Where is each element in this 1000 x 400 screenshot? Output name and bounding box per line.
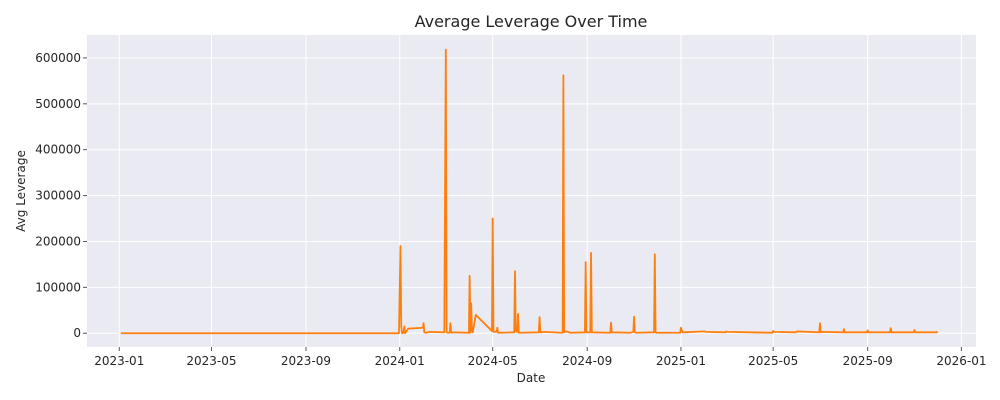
y-tick-label: 0 <box>73 326 81 340</box>
y-tick-label: 300000 <box>35 189 81 203</box>
x-tick-label: 2023-09 <box>281 354 331 368</box>
x-tick-label: 2023-05 <box>186 354 236 368</box>
x-tick-label: 2024-05 <box>468 354 518 368</box>
x-tick-label: 2024-01 <box>375 354 425 368</box>
x-axis-ticks: 2023-01 2023-05 2023-09 2024-01 2024-05 2024-… <box>94 347 986 368</box>
series-line-0 <box>120 48 939 335</box>
y-tick-label: 400000 <box>35 143 81 157</box>
y-tick-label: 500000 <box>35 97 81 111</box>
plot-background <box>87 35 976 347</box>
x-tick-label: 2025-05 <box>748 354 798 368</box>
series-group <box>120 48 939 335</box>
x-axis-label: Date <box>517 371 546 385</box>
chart-title: Average Leverage Over Time <box>415 12 648 31</box>
x-tick-label: 2023-01 <box>94 354 144 368</box>
x-tick-label: 2024-09 <box>562 354 612 368</box>
y-axis-ticks: 0 100000 200000 300000 400000 500000 600000 <box>35 51 87 340</box>
x-tick-label: 2025-09 <box>843 354 893 368</box>
y-tick-label: 200000 <box>35 234 81 248</box>
y-tick-label: 600000 <box>35 51 81 65</box>
x-tick-label: 2026-01 <box>936 354 986 368</box>
x-tick-label: 2025-01 <box>656 354 706 368</box>
y-tick-label: 100000 <box>35 280 81 294</box>
y-axis-label: Avg Leverage <box>14 150 28 232</box>
